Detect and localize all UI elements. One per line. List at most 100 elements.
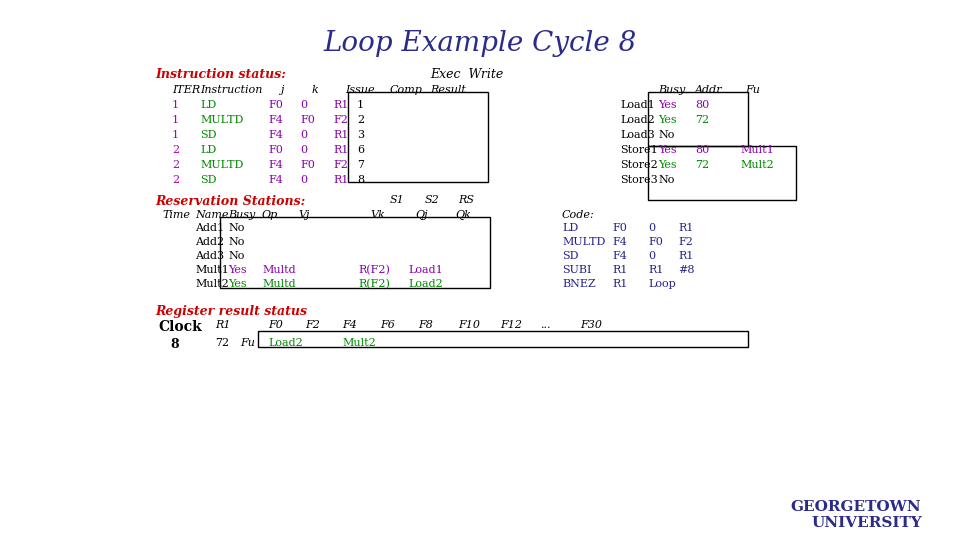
Text: 3: 3 <box>357 130 364 140</box>
Text: F0: F0 <box>268 100 283 110</box>
Text: Busy: Busy <box>658 85 685 95</box>
Text: 0: 0 <box>648 223 655 233</box>
Text: LD: LD <box>562 223 578 233</box>
Text: Busy: Busy <box>228 210 255 220</box>
Text: 8: 8 <box>357 175 364 185</box>
Text: F4: F4 <box>268 115 283 125</box>
Text: MULTD: MULTD <box>200 160 244 170</box>
Text: Code:: Code: <box>562 210 595 220</box>
Text: Loop: Loop <box>648 279 676 289</box>
Text: Load2: Load2 <box>408 279 443 289</box>
Text: 1: 1 <box>357 100 364 110</box>
Text: Yes: Yes <box>658 160 677 170</box>
Text: R1: R1 <box>612 265 628 275</box>
Text: Yes: Yes <box>228 265 247 275</box>
Text: 72: 72 <box>695 115 709 125</box>
Text: Result: Result <box>430 85 466 95</box>
Text: Load1: Load1 <box>620 100 655 110</box>
Text: R1: R1 <box>678 251 693 261</box>
Text: SD: SD <box>200 130 217 140</box>
Bar <box>348 92 488 182</box>
Text: Mult2: Mult2 <box>195 279 228 289</box>
Text: 2: 2 <box>172 175 180 185</box>
Text: R1: R1 <box>678 223 693 233</box>
Text: 6: 6 <box>357 145 364 155</box>
Text: k: k <box>312 85 319 95</box>
Text: R1: R1 <box>333 100 348 110</box>
Text: No: No <box>658 130 674 140</box>
Text: UNIVERSITY: UNIVERSITY <box>812 516 923 530</box>
Text: 0: 0 <box>300 130 307 140</box>
Text: 72: 72 <box>695 160 709 170</box>
Text: Loop Example Cycle 8: Loop Example Cycle 8 <box>324 30 636 57</box>
Text: R(F2): R(F2) <box>358 279 390 289</box>
Text: Comp: Comp <box>390 85 422 95</box>
Text: F0: F0 <box>268 320 283 330</box>
Text: Instruction: Instruction <box>200 85 262 95</box>
Text: F8: F8 <box>418 320 433 330</box>
Text: F0: F0 <box>268 145 283 155</box>
Text: 2: 2 <box>357 115 364 125</box>
Text: 7: 7 <box>357 160 364 170</box>
Text: #8: #8 <box>678 265 694 275</box>
Text: Load3: Load3 <box>620 130 655 140</box>
Text: Multd: Multd <box>262 265 296 275</box>
Text: Add3: Add3 <box>195 251 224 261</box>
Text: Mult2: Mult2 <box>740 160 774 170</box>
Text: Op: Op <box>262 210 278 220</box>
Text: 72: 72 <box>215 338 229 348</box>
Text: F2: F2 <box>333 115 348 125</box>
Text: R1: R1 <box>215 320 230 330</box>
Text: F4: F4 <box>612 237 627 247</box>
Text: 1: 1 <box>172 130 180 140</box>
Text: F0: F0 <box>612 223 627 233</box>
Text: 8: 8 <box>170 338 179 351</box>
Text: 0: 0 <box>300 145 307 155</box>
Text: Mult1: Mult1 <box>740 145 774 155</box>
Text: Name: Name <box>195 210 228 220</box>
Text: 0: 0 <box>648 251 655 261</box>
Text: Qk: Qk <box>455 210 470 220</box>
Text: Store3: Store3 <box>620 175 658 185</box>
Text: ...: ... <box>540 320 550 330</box>
Text: LD: LD <box>200 100 216 110</box>
Text: Store2: Store2 <box>620 160 658 170</box>
Text: Yes: Yes <box>658 145 677 155</box>
Text: Load2: Load2 <box>620 115 655 125</box>
Text: F0: F0 <box>300 115 315 125</box>
Text: Clock: Clock <box>158 320 202 334</box>
Text: Reservation Stations:: Reservation Stations: <box>155 195 305 208</box>
Text: R1: R1 <box>333 145 348 155</box>
Text: RS: RS <box>458 195 474 205</box>
Text: 80: 80 <box>695 145 709 155</box>
Text: F2: F2 <box>305 320 320 330</box>
Text: S1: S1 <box>390 195 405 205</box>
Text: MULTD: MULTD <box>562 237 606 247</box>
Text: F6: F6 <box>380 320 395 330</box>
Text: F0: F0 <box>300 160 315 170</box>
Text: GEORGETOWN: GEORGETOWN <box>790 500 921 514</box>
Text: F12: F12 <box>500 320 522 330</box>
Text: MULTD: MULTD <box>200 115 244 125</box>
Text: Vj: Vj <box>298 210 309 220</box>
Text: 1: 1 <box>172 100 180 110</box>
Text: R1: R1 <box>612 279 628 289</box>
Text: R1: R1 <box>333 130 348 140</box>
Text: F10: F10 <box>458 320 480 330</box>
Text: F30: F30 <box>580 320 602 330</box>
Text: R1: R1 <box>333 175 348 185</box>
Text: SD: SD <box>562 251 579 261</box>
Text: Load1: Load1 <box>408 265 443 275</box>
Text: Vk: Vk <box>370 210 385 220</box>
Text: F4: F4 <box>268 160 283 170</box>
Text: 1: 1 <box>172 115 180 125</box>
Text: F4: F4 <box>612 251 627 261</box>
Text: Yes: Yes <box>658 100 677 110</box>
Text: No: No <box>658 175 674 185</box>
Text: Add2: Add2 <box>195 237 224 247</box>
Text: LD: LD <box>200 145 216 155</box>
Text: No: No <box>228 223 245 233</box>
Text: Exec  Write: Exec Write <box>430 68 503 81</box>
Text: Multd: Multd <box>262 279 296 289</box>
Text: Yes: Yes <box>228 279 247 289</box>
